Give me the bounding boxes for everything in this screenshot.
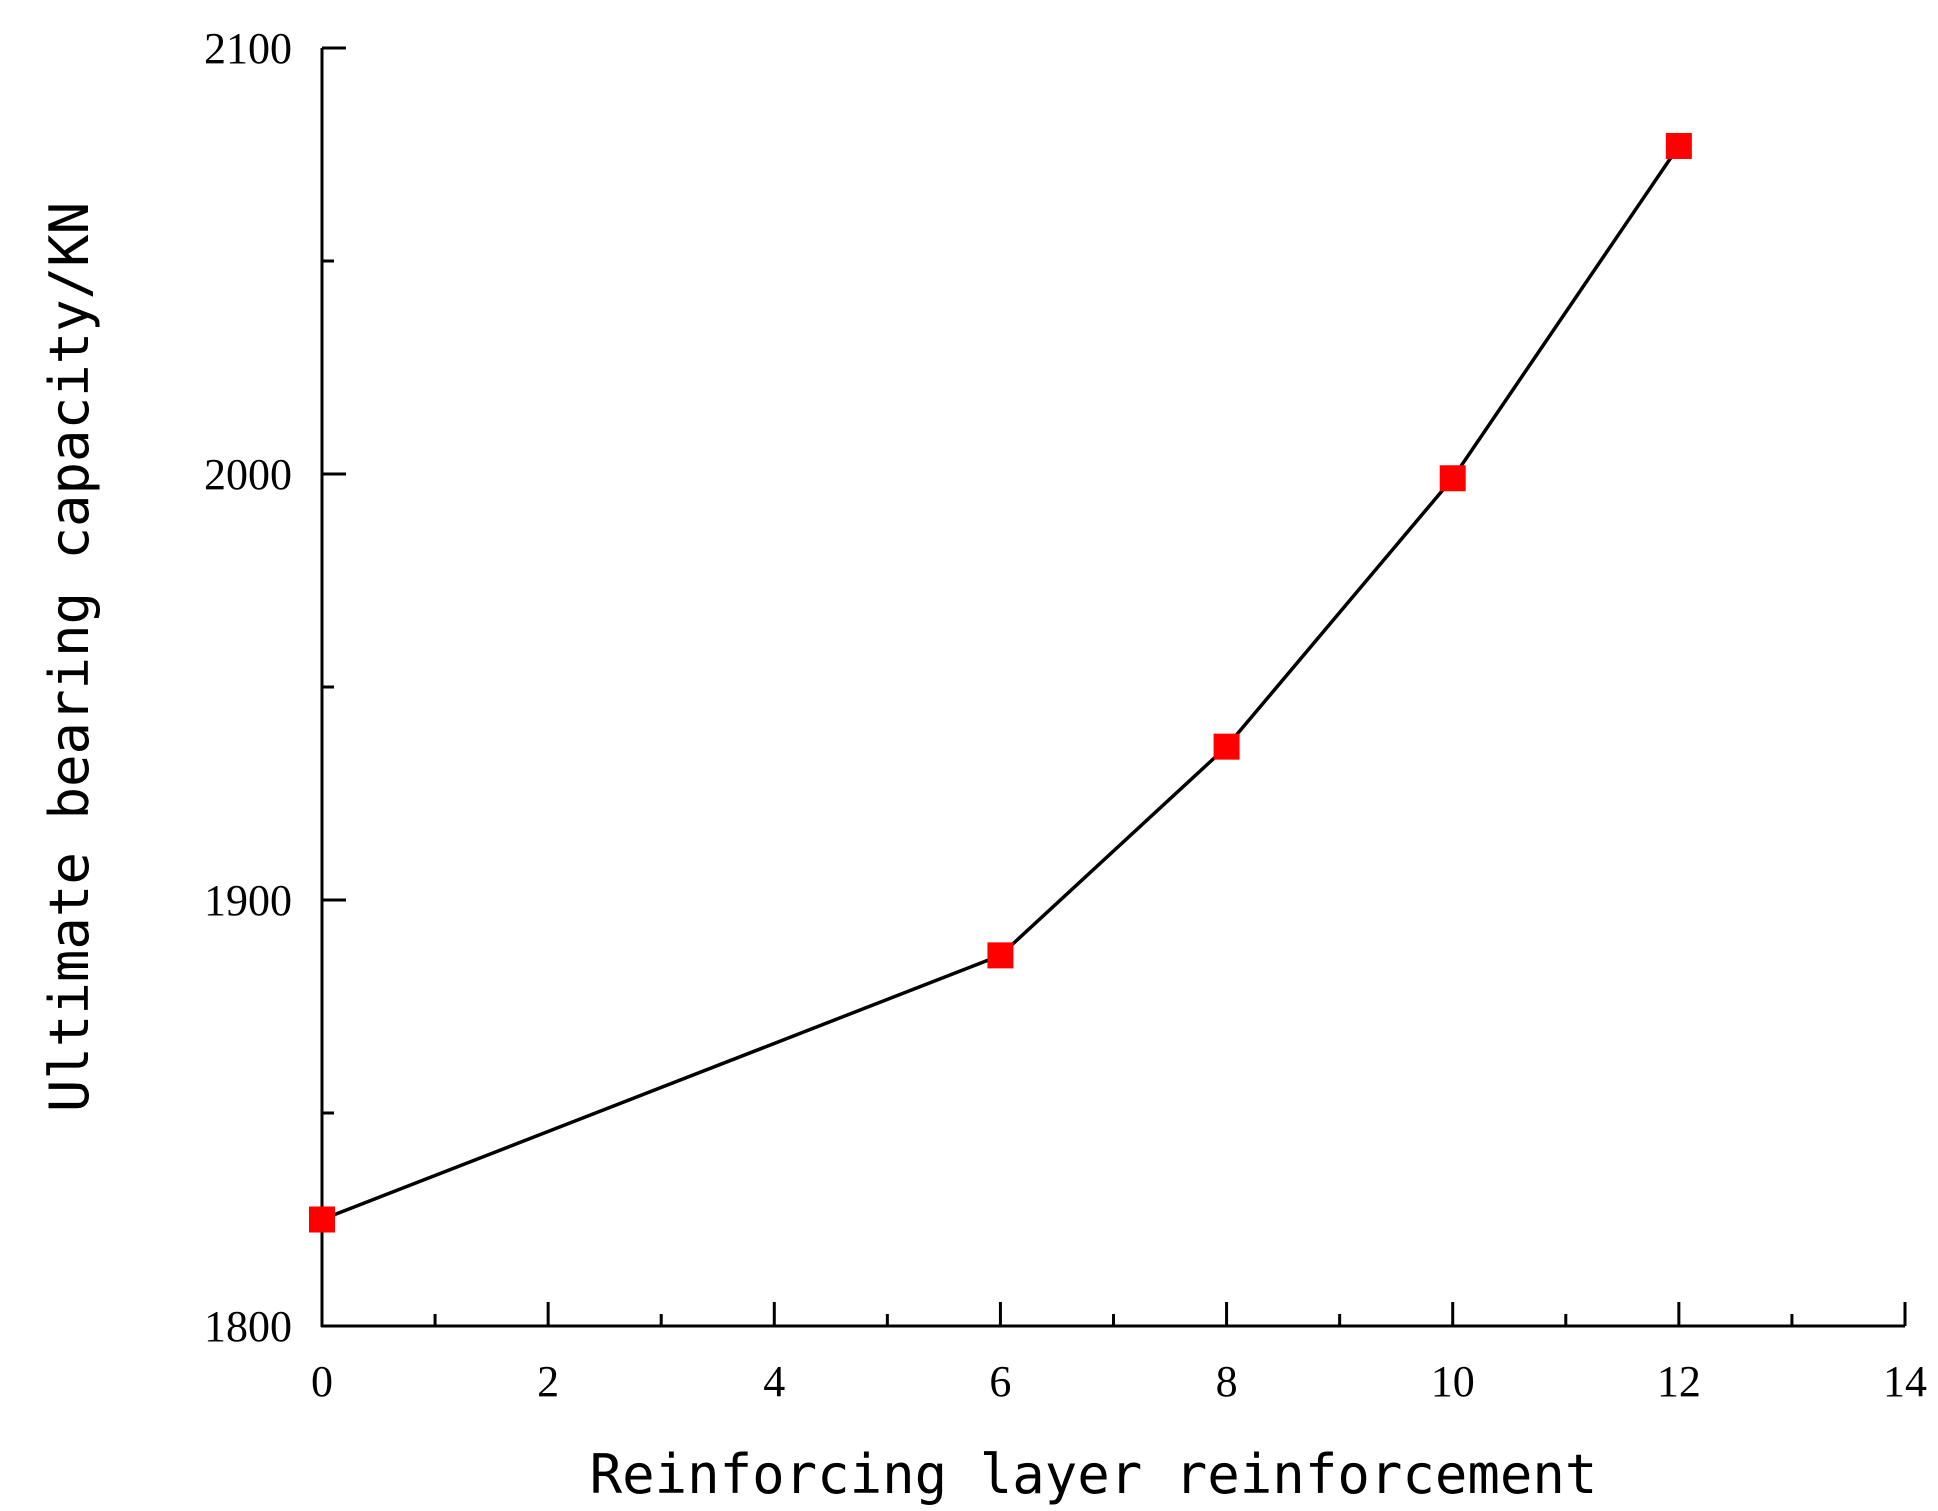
y-tick-label: 2100 bbox=[204, 24, 292, 73]
x-tick-label: 8 bbox=[1216, 1357, 1238, 1406]
data-point bbox=[1213, 733, 1240, 760]
x-tick-label: 10 bbox=[1431, 1357, 1475, 1406]
y-tick-label: 2000 bbox=[204, 450, 292, 499]
data-point bbox=[987, 942, 1014, 969]
x-tick-label: 2 bbox=[537, 1357, 559, 1406]
x-axis-ticks: 0 2 4 6 8 10 12 14 bbox=[311, 1302, 1927, 1406]
x-axis-title: Reinforcing layer reinforcement bbox=[590, 1443, 1598, 1506]
data-point bbox=[1665, 132, 1692, 159]
x-tick-label: 4 bbox=[763, 1357, 785, 1406]
series-line bbox=[321, 144, 1681, 1222]
data-point bbox=[309, 1206, 335, 1233]
axes bbox=[320, 48, 1905, 1328]
data-point bbox=[1439, 465, 1466, 492]
y-tick-label: 1800 bbox=[204, 1302, 292, 1351]
y-axis-ticks: 1800 1900 2000 2100 bbox=[204, 24, 346, 1351]
series-layer bbox=[309, 132, 1692, 1233]
x-tick-label: 12 bbox=[1657, 1357, 1701, 1406]
x-tick-label: 14 bbox=[1883, 1357, 1927, 1406]
x-tick-label: 0 bbox=[311, 1357, 333, 1406]
y-tick-label: 1900 bbox=[204, 876, 292, 925]
y-axis-title: Ultimate bearing capacity/KN bbox=[38, 202, 101, 1112]
x-tick-label: 6 bbox=[989, 1357, 1011, 1406]
